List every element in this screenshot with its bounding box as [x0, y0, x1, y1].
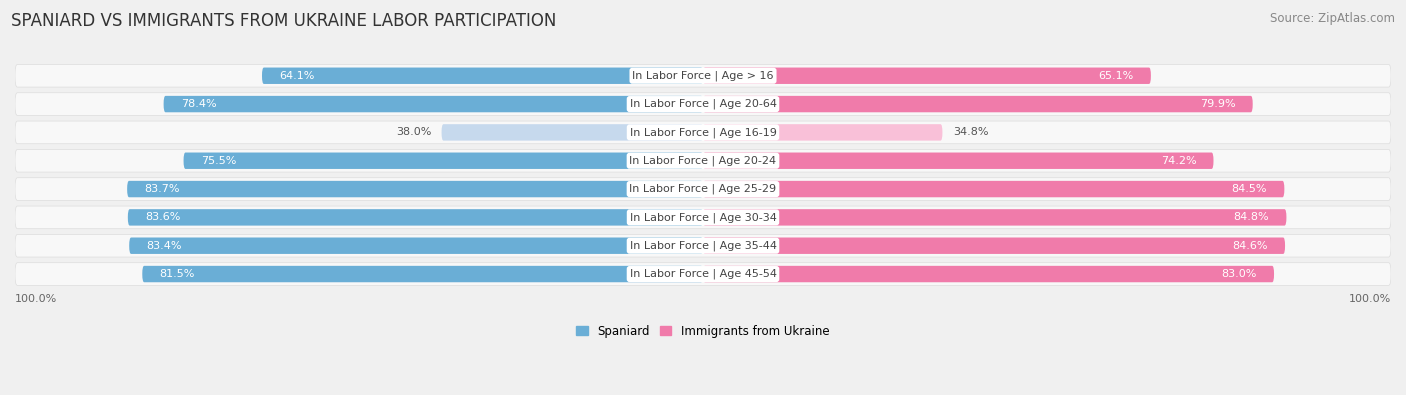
- FancyBboxPatch shape: [15, 149, 1391, 172]
- Text: 64.1%: 64.1%: [280, 71, 315, 81]
- FancyBboxPatch shape: [703, 237, 1285, 254]
- Text: 74.2%: 74.2%: [1161, 156, 1197, 166]
- FancyBboxPatch shape: [15, 178, 1391, 200]
- FancyBboxPatch shape: [15, 93, 1391, 115]
- FancyBboxPatch shape: [15, 206, 1391, 229]
- Text: 65.1%: 65.1%: [1098, 71, 1133, 81]
- Text: 83.6%: 83.6%: [145, 213, 180, 222]
- Text: 83.0%: 83.0%: [1222, 269, 1257, 279]
- Text: 79.9%: 79.9%: [1199, 99, 1236, 109]
- FancyBboxPatch shape: [128, 209, 703, 226]
- Text: 34.8%: 34.8%: [953, 128, 988, 137]
- Text: 84.5%: 84.5%: [1232, 184, 1267, 194]
- FancyBboxPatch shape: [262, 68, 703, 84]
- FancyBboxPatch shape: [703, 181, 1284, 197]
- FancyBboxPatch shape: [441, 124, 703, 141]
- Text: 83.4%: 83.4%: [146, 241, 181, 251]
- FancyBboxPatch shape: [127, 181, 703, 197]
- FancyBboxPatch shape: [703, 266, 1274, 282]
- FancyBboxPatch shape: [129, 237, 703, 254]
- FancyBboxPatch shape: [142, 266, 703, 282]
- Legend: Spaniard, Immigrants from Ukraine: Spaniard, Immigrants from Ukraine: [572, 320, 834, 342]
- FancyBboxPatch shape: [15, 263, 1391, 285]
- FancyBboxPatch shape: [703, 124, 942, 141]
- Text: 100.0%: 100.0%: [1348, 294, 1391, 305]
- Text: 100.0%: 100.0%: [15, 294, 58, 305]
- Text: Source: ZipAtlas.com: Source: ZipAtlas.com: [1270, 12, 1395, 25]
- Text: In Labor Force | Age 20-24: In Labor Force | Age 20-24: [630, 156, 776, 166]
- Text: 75.5%: 75.5%: [201, 156, 236, 166]
- Text: 84.8%: 84.8%: [1233, 213, 1270, 222]
- FancyBboxPatch shape: [184, 152, 703, 169]
- FancyBboxPatch shape: [703, 152, 1213, 169]
- Text: 38.0%: 38.0%: [396, 128, 432, 137]
- FancyBboxPatch shape: [703, 68, 1152, 84]
- Text: In Labor Force | Age > 16: In Labor Force | Age > 16: [633, 70, 773, 81]
- Text: 78.4%: 78.4%: [181, 99, 217, 109]
- FancyBboxPatch shape: [703, 96, 1253, 112]
- FancyBboxPatch shape: [703, 209, 1286, 226]
- Text: In Labor Force | Age 25-29: In Labor Force | Age 25-29: [630, 184, 776, 194]
- Text: In Labor Force | Age 30-34: In Labor Force | Age 30-34: [630, 212, 776, 223]
- Text: 84.6%: 84.6%: [1232, 241, 1268, 251]
- Text: 83.7%: 83.7%: [145, 184, 180, 194]
- Text: In Labor Force | Age 16-19: In Labor Force | Age 16-19: [630, 127, 776, 137]
- FancyBboxPatch shape: [163, 96, 703, 112]
- FancyBboxPatch shape: [15, 64, 1391, 87]
- FancyBboxPatch shape: [15, 121, 1391, 144]
- Text: In Labor Force | Age 35-44: In Labor Force | Age 35-44: [630, 241, 776, 251]
- Text: 81.5%: 81.5%: [159, 269, 195, 279]
- Text: SPANIARD VS IMMIGRANTS FROM UKRAINE LABOR PARTICIPATION: SPANIARD VS IMMIGRANTS FROM UKRAINE LABO…: [11, 12, 557, 30]
- Text: In Labor Force | Age 45-54: In Labor Force | Age 45-54: [630, 269, 776, 279]
- FancyBboxPatch shape: [15, 234, 1391, 257]
- Text: In Labor Force | Age 20-64: In Labor Force | Age 20-64: [630, 99, 776, 109]
